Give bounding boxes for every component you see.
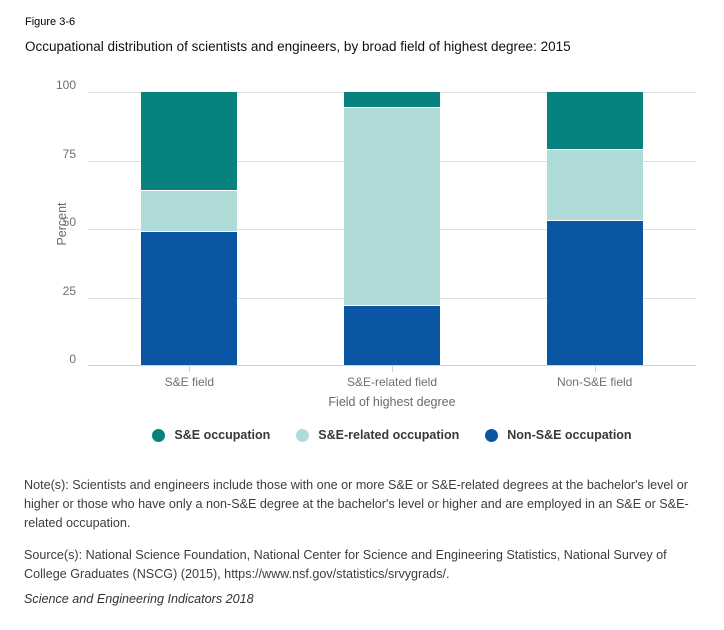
- y-tick-label-0: 0: [69, 352, 76, 366]
- y-tick-label-75: 75: [62, 146, 76, 161]
- y-tick-label-25: 25: [62, 283, 76, 298]
- plot-area: 0 25 50 75 100 S&E field S&E-related field Non-…: [56, 78, 696, 389]
- bar-segment[interactable]: [141, 190, 238, 232]
- x-axis-title: Field of highest degree: [328, 395, 456, 409]
- x-tick: [189, 366, 191, 372]
- chart-legend: S&E occupation S&E-related occupation Non-…: [88, 428, 696, 442]
- footer-citation: Science and Engineering Indicators 2018: [24, 592, 254, 606]
- legend-label: S&E-related occupation: [318, 428, 460, 442]
- legend-item[interactable]: Non-S&E occupation: [485, 428, 632, 442]
- bar-segment[interactable]: [344, 108, 440, 306]
- x-tick: [392, 366, 393, 372]
- legend-swatch-icon: [296, 428, 310, 442]
- bar-segment[interactable]: [344, 92, 440, 109]
- legend-label: Non-S&E occupation: [507, 428, 632, 442]
- notes-text: Note(s): Scientists and engineers includ…: [24, 478, 689, 530]
- x-category-label: Non-S&E field: [556, 375, 633, 389]
- bar-segment[interactable]: [546, 92, 643, 150]
- legend-swatch-icon: [152, 428, 166, 442]
- legend-item[interactable]: S&E-related occupation: [296, 428, 459, 442]
- figure-number: Figure 3-6: [25, 16, 76, 28]
- bar-segment[interactable]: [546, 220, 643, 366]
- bar-segment[interactable]: [141, 231, 238, 366]
- bar-segment[interactable]: [344, 305, 440, 366]
- x-tick: [594, 366, 596, 372]
- legend-item[interactable]: S&E occupation: [152, 428, 270, 442]
- legend-swatch-icon: [485, 428, 499, 442]
- y-tick-label-50: 50: [62, 215, 76, 229]
- x-category-label: S&E-related field: [346, 375, 438, 389]
- y-tick-label-100: 100: [55, 78, 76, 92]
- bar-segment[interactable]: [141, 92, 238, 191]
- x-category-label: S&E field: [164, 375, 214, 389]
- legend-label: S&E occupation: [174, 428, 271, 442]
- source-text: Source(s): National Science Foundation, …: [24, 548, 667, 581]
- x-axis-line: [88, 365, 696, 366]
- bar-segment[interactable]: [546, 149, 643, 221]
- page-title: Occupational distribution of scientists …: [25, 39, 571, 54]
